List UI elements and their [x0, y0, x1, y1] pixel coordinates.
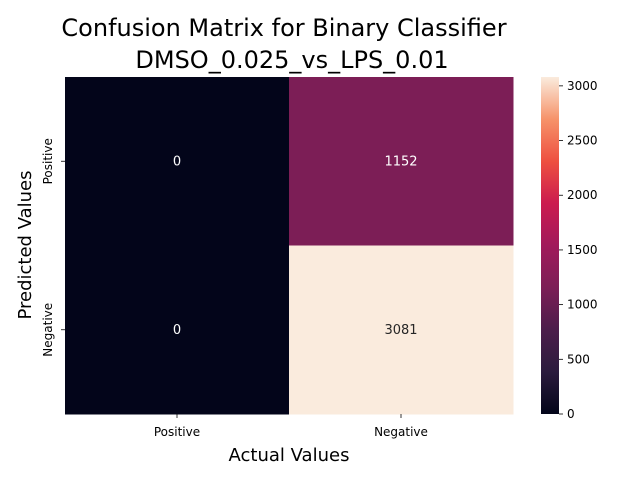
heatmap-cell: [65, 77, 290, 246]
colorbar-tick-label: 2500: [567, 134, 598, 148]
heatmap-cell: [65, 245, 290, 415]
cell-annotation: 0: [173, 323, 181, 338]
cell-annotations: 0 1152 0 3081: [173, 154, 418, 338]
colorbar-tick-label: 1000: [567, 298, 598, 312]
heatmap-cell: [289, 245, 514, 415]
x-axis-label: Actual Values: [229, 445, 350, 466]
x-tick-label: Positive: [154, 425, 200, 439]
colorbar-tick-label: 3000: [567, 79, 598, 93]
x-axis-ticks: Positive Negative: [154, 414, 428, 439]
heatmap-cells: [65, 77, 514, 415]
colorbar: [541, 77, 559, 414]
colorbar-ticks: 0 500 1000 1500 2000 2500 3000: [559, 79, 598, 421]
cell-annotation: 3081: [384, 323, 417, 338]
colorbar-tick-label: 0: [567, 407, 575, 421]
x-tick-label: Negative: [374, 425, 428, 439]
colorbar-tick-label: 500: [567, 352, 590, 366]
y-axis-label: Predicted Values: [15, 170, 36, 319]
chart-title-line-1: Confusion Matrix for Binary Classifier: [61, 14, 506, 42]
y-tick-label: Negative: [41, 303, 55, 357]
chart-title-line-2: DMSO_0.025_vs_LPS_0.01: [135, 46, 448, 74]
colorbar-tick-label: 2000: [567, 188, 598, 202]
y-axis-ticks: Positive Negative: [41, 138, 65, 357]
cell-annotation: 0: [173, 154, 181, 169]
cell-annotation: 1152: [384, 154, 417, 169]
colorbar-tick-label: 1500: [567, 243, 598, 257]
y-tick-label: Positive: [41, 138, 55, 184]
heatmap-cell: [289, 77, 514, 246]
